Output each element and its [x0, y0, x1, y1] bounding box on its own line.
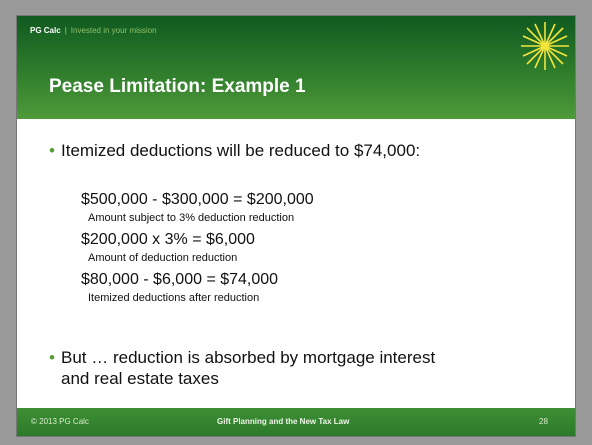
bullet: • But … reduction is absorbed by mortgage…	[49, 348, 436, 388]
calculation: $80,000 - $6,000 = $74,000	[81, 271, 279, 288]
page-number: 28	[539, 417, 548, 426]
caption: Amount of deduction reduction	[88, 252, 238, 264]
separator: |	[64, 26, 67, 35]
bullet-text: Itemized deductions will be reduced to $…	[61, 141, 421, 160]
calculation: $200,000 x 3% = $6,000	[81, 231, 255, 248]
caption: Itemized deductions after reduction	[88, 292, 260, 304]
tagline: Invested in your mission	[70, 26, 157, 35]
bullet: • Itemized deductions will be reduced to …	[49, 141, 421, 160]
bullet-text: But … reduction is absorbed by mortgage …	[61, 348, 436, 388]
star-logo	[521, 22, 569, 70]
copyright: © 2013 PG Calc	[31, 417, 89, 426]
footer-title: Gift Planning and the New Tax Law	[217, 417, 350, 426]
header: PG Calc | Invested in your mission Pease L…	[17, 16, 575, 119]
slide: PG Calc | Invested in your mission Pease L…	[17, 16, 575, 436]
brand-row: PG Calc | Invested in your mission	[30, 26, 157, 35]
brand: PG Calc	[30, 26, 61, 35]
footer: © 2013 PG Calc Gift Planning and the New…	[17, 408, 575, 436]
slide-title: Pease Limitation: Example 1	[49, 76, 306, 97]
calculation: $500,000 - $300,000 = $200,000	[81, 191, 314, 208]
caption: Amount subject to 3% deduction reduction	[88, 212, 295, 224]
